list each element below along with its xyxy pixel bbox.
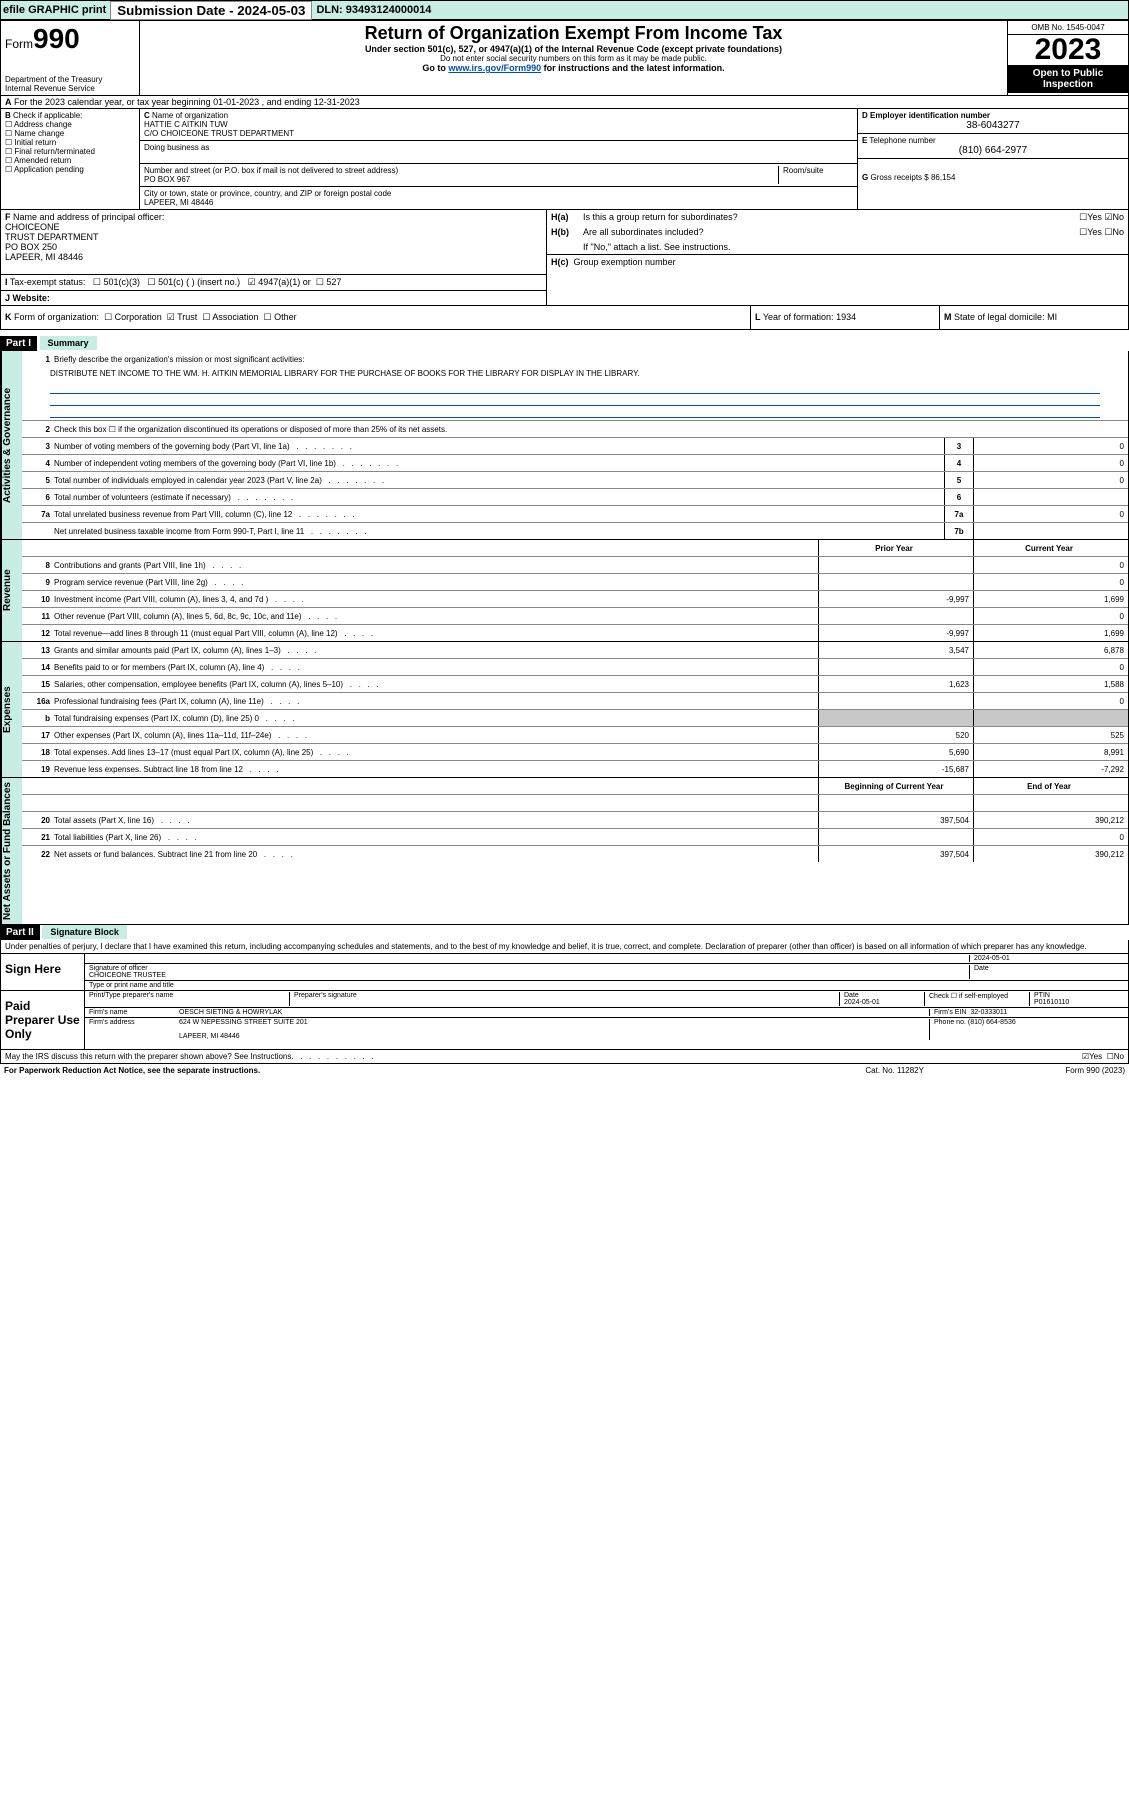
- ein: 38-6043277: [862, 120, 1124, 131]
- form-subtitle: Under section 501(c), 527, or 4947(a)(1)…: [144, 44, 1003, 54]
- org-name: HATTIE C AITKIN TUW: [144, 120, 228, 129]
- expenses-tab: Expenses: [1, 642, 22, 777]
- ssn-warning: Do not enter social security numbers on …: [144, 54, 1003, 63]
- org-co: C/O CHOICEONE TRUST DEPARTMENT: [144, 129, 294, 138]
- revenue-tab: Revenue: [1, 540, 22, 641]
- phone: (810) 664-2977: [862, 145, 1124, 156]
- ptin: P01610110: [1034, 999, 1069, 1006]
- firm-ein: 32-0333011: [970, 1009, 1007, 1016]
- section-k-l-m: K Form of organization: ☐ Corporation ☑ …: [0, 306, 1129, 330]
- dln-label: DLN: 93493124000014: [316, 4, 435, 16]
- signature-block: Under penalties of perjury, I declare th…: [0, 940, 1129, 1064]
- perjury-declaration: Under penalties of perjury, I declare th…: [1, 940, 1128, 954]
- paid-preparer-label: Paid Preparer Use Only: [1, 991, 85, 1049]
- netassets-tab: Net Assets or Fund Balances: [1, 778, 22, 924]
- form-number: Form990: [5, 23, 135, 55]
- part2-header: Part II: [0, 925, 40, 940]
- section-f-through-j: F Name and address of principal officer:…: [0, 209, 1129, 306]
- mission-text: DISTRIBUTE NET INCOME TO THE WM. H. AITK…: [22, 367, 1128, 380]
- form-title: Return of Organization Exempt From Incom…: [144, 23, 1003, 44]
- org-city: LAPEER, MI 48446: [144, 198, 213, 207]
- open-to-public: Open to PublicInspection: [1008, 65, 1128, 93]
- instructions-line: Go to www.irs.gov/Form990 for instructio…: [144, 63, 1003, 73]
- efile-topbar: efile GRAPHIC print Submission Date - 20…: [0, 0, 1129, 20]
- row-a-tax-year: A For the 2023 calendar year, or tax yea…: [0, 96, 1129, 109]
- tax-year: 2023: [1008, 35, 1128, 65]
- sign-here-label: Sign Here: [1, 954, 85, 990]
- firm-name: OESCH SIETING & HOWRYLAK: [179, 1009, 929, 1016]
- submission-date-button[interactable]: Submission Date - 2024-05-03: [110, 1, 312, 20]
- year-formation: 1934: [836, 312, 856, 322]
- org-address: PO BOX 967: [144, 175, 190, 184]
- gross-receipts: 86,154: [931, 173, 955, 182]
- expenses-section: Expenses 13Grants and similar amounts pa…: [0, 642, 1129, 778]
- dept-treasury: Department of the Treasury: [5, 75, 135, 84]
- governance-section: Activities & Governance 1Briefly describ…: [0, 351, 1129, 540]
- page-footer: For Paperwork Reduction Act Notice, see …: [0, 1064, 1129, 1077]
- part1-header: Part I: [0, 336, 37, 351]
- irs-label: Internal Revenue Service: [5, 84, 135, 93]
- form-header: Form990 Department of the Treasury Inter…: [0, 20, 1129, 96]
- section-b-through-g: B Check if applicable: ☐ Address change …: [0, 109, 1129, 209]
- firm-phone: (810) 664-8536: [968, 1019, 1016, 1026]
- state-domicile: MI: [1047, 312, 1057, 322]
- revenue-section: Revenue Prior YearCurrent Year 8Contribu…: [0, 540, 1129, 642]
- governance-tab: Activities & Governance: [1, 351, 22, 539]
- b-label: Check if applicable:: [13, 111, 82, 120]
- netassets-section: Net Assets or Fund Balances Beginning of…: [0, 778, 1129, 925]
- efile-label: efile GRAPHIC print: [3, 4, 106, 16]
- irs-link[interactable]: www.irs.gov/Form990: [448, 63, 541, 73]
